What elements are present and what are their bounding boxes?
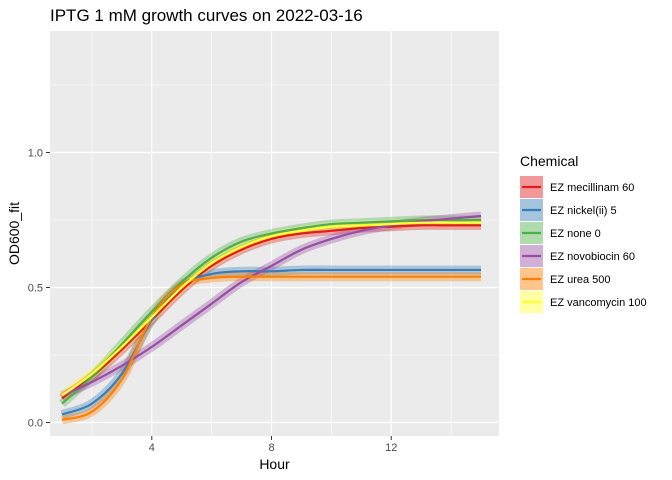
axes: 4 8 12 0.0 0.5 1.0 xyxy=(28,148,398,455)
series-line-0 xyxy=(61,224,482,400)
legend: Chemical EZ mecillinam 60 EZ nickel(ii) 5… xyxy=(520,153,647,313)
series-lines xyxy=(61,214,482,421)
x-tick-label: 8 xyxy=(268,442,274,454)
legend-label: EZ vancomycin 100 xyxy=(550,297,647,309)
chart-title: IPTG 1 mM growth curves on 2022-03-16 xyxy=(50,6,363,25)
series-line-5 xyxy=(61,221,482,397)
legend-label: EZ nickel(ii) 5 xyxy=(550,205,617,217)
x-tick-label: 4 xyxy=(149,442,155,454)
y-axis-title: OD600_fit xyxy=(6,202,22,265)
legend-label: EZ none 0 xyxy=(550,228,601,240)
grid-lines xyxy=(50,31,499,436)
y-tick-label: 0.5 xyxy=(28,283,43,295)
series-line-4 xyxy=(61,275,482,421)
x-tick-label: 12 xyxy=(385,442,397,454)
legend-label: EZ novobiocin 60 xyxy=(550,251,635,263)
legend-label: EZ urea 500 xyxy=(550,274,611,286)
y-tick-label: 0.0 xyxy=(28,418,43,430)
x-axis-title: Hour xyxy=(259,456,290,472)
series-line-2 xyxy=(61,218,482,405)
legend-label: EZ mecillinam 60 xyxy=(550,182,634,194)
y-tick-label: 1.0 xyxy=(28,148,43,160)
legend-title: Chemical xyxy=(520,153,578,169)
